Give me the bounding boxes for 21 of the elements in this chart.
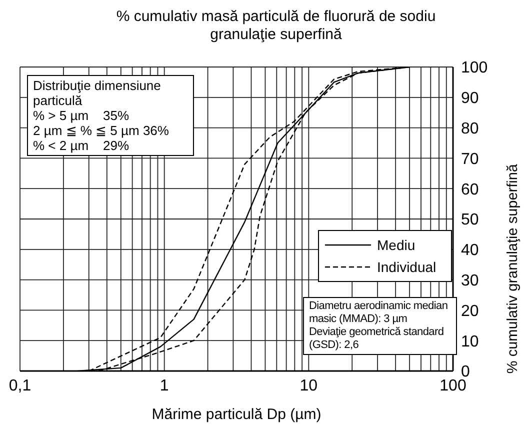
y-axis-title: % cumulativ granulaţie superfină — [505, 163, 522, 374]
y-tick-label: 50 — [461, 212, 479, 229]
legend-label: Mediu — [377, 236, 416, 255]
y-tick-label: 10 — [461, 333, 479, 350]
y-tick-label: 20 — [461, 302, 479, 320]
y-tick-label: 80 — [461, 120, 479, 138]
chart-title: % cumulativ masă particulă de fluorură de sodiu granulaţie superfină — [115, 8, 437, 44]
y-tick-label: 30 — [461, 272, 479, 290]
text-box: Distribuţie dimensiune particulă % > 5 µm 35% 2 µm ≦ % ≦ 5 µm 36% % < 2 µm 29% — [27, 75, 194, 156]
x-tick-label: 1 — [160, 377, 169, 394]
x-axis-title: Mărime particulă Dp (µm) — [152, 406, 322, 423]
y-tick-label: 70 — [461, 150, 479, 168]
y-tick-label: 40 — [461, 242, 479, 260]
y-tick-label: 90 — [461, 90, 479, 108]
y-tick-label: 100 — [461, 60, 488, 77]
text-box: Diametru aerodinamic median masic (MMAD): 3 µm Deviaţie geometrică standard (GSD): 2,6 — [303, 297, 457, 355]
x-tick-label: 10 — [300, 377, 318, 394]
y-tick-label: 60 — [461, 181, 479, 198]
legend-label: Individual — [377, 258, 436, 277]
x-tick-label: 0,1 — [8, 377, 32, 394]
x-tick-label: 100 — [440, 377, 466, 394]
